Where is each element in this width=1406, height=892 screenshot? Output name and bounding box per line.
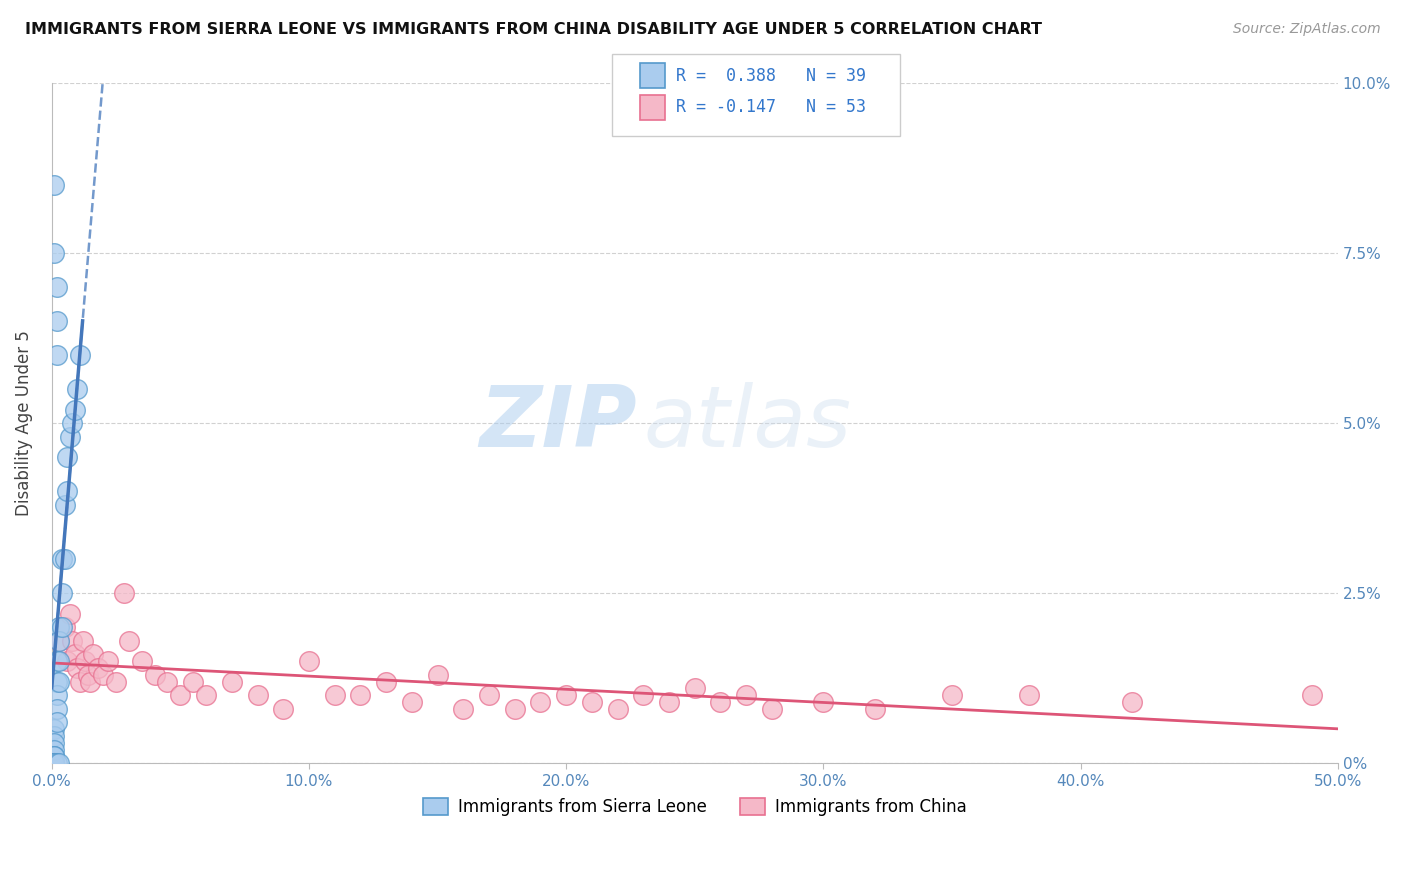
Point [53,552,76,566]
Point [169,688,191,702]
Point [60,633,83,648]
Point [48,620,70,634]
Point [349,688,371,702]
Point [97,654,120,668]
Point [45,280,67,294]
Point [941,688,963,702]
Point [1018,688,1040,702]
Point [45,348,67,362]
Point [66,382,89,396]
Point [48,756,70,771]
Point [51,586,73,600]
Legend: Immigrants from Sierra Leone, Immigrants from China: Immigrants from Sierra Leone, Immigrants… [416,791,973,822]
Point [45,674,67,689]
Point [44,749,66,764]
Point [246,688,269,702]
Point [503,702,526,716]
Point [44,756,66,771]
Point [323,688,346,702]
Point [45,756,67,771]
Point [51,620,73,634]
Point [91,667,114,681]
Point [51,552,73,566]
Point [658,695,681,709]
Point [44,756,66,771]
Point [581,695,603,709]
Point [56,450,79,465]
Point [221,674,243,689]
Point [48,674,70,689]
Point [44,178,66,193]
Point [45,715,67,730]
Point [48,633,70,648]
Point [82,648,104,662]
Point [63,402,86,417]
Point [72,633,94,648]
Text: R = -0.147   N = 53: R = -0.147 N = 53 [676,98,866,116]
Point [53,620,76,634]
Point [44,756,66,771]
Point [69,348,91,362]
Point [44,722,66,736]
Text: atlas: atlas [644,382,851,465]
Point [63,648,86,662]
Point [555,688,578,702]
Point [709,695,731,709]
Point [451,702,474,716]
Point [1301,688,1323,702]
Point [66,661,89,675]
Point [105,674,128,689]
Text: ZIP: ZIP [479,382,637,465]
Point [60,417,83,431]
Point [75,654,97,668]
Point [79,674,101,689]
Point [271,702,294,716]
Point [48,633,70,648]
Point [478,688,501,702]
Text: IMMIGRANTS FROM SIERRA LEONE VS IMMIGRANTS FROM CHINA DISABILITY AGE UNDER 5 COR: IMMIGRANTS FROM SIERRA LEONE VS IMMIGRAN… [25,22,1042,37]
Point [44,729,66,743]
Point [131,654,153,668]
Point [143,667,166,681]
Point [606,702,628,716]
Point [45,314,67,328]
Point [375,674,398,689]
Point [735,688,758,702]
Point [45,654,67,668]
Text: R =  0.388   N = 39: R = 0.388 N = 39 [676,67,866,85]
Point [112,586,135,600]
Point [529,695,551,709]
Point [863,702,886,716]
Point [1121,695,1143,709]
Text: Source: ZipAtlas.com: Source: ZipAtlas.com [1233,22,1381,37]
Point [44,736,66,750]
Point [45,688,67,702]
Y-axis label: Disability Age Under 5: Disability Age Under 5 [15,330,32,516]
Point [401,695,423,709]
Point [426,667,449,681]
Point [59,607,82,621]
Point [48,654,70,668]
Point [813,695,835,709]
Point [59,430,82,444]
Point [44,756,66,771]
Point [76,667,98,681]
Point [44,246,66,260]
Point [633,688,655,702]
Point [683,681,706,696]
Point [45,702,67,716]
Point [181,674,204,689]
Point [195,688,218,702]
Point [298,654,321,668]
Point [44,742,66,756]
Point [56,654,79,668]
Point [156,674,179,689]
Point [56,484,79,499]
Point [118,633,141,648]
Point [53,498,76,512]
Point [87,661,110,675]
Point [69,674,91,689]
Point [761,702,783,716]
Point [44,749,66,764]
